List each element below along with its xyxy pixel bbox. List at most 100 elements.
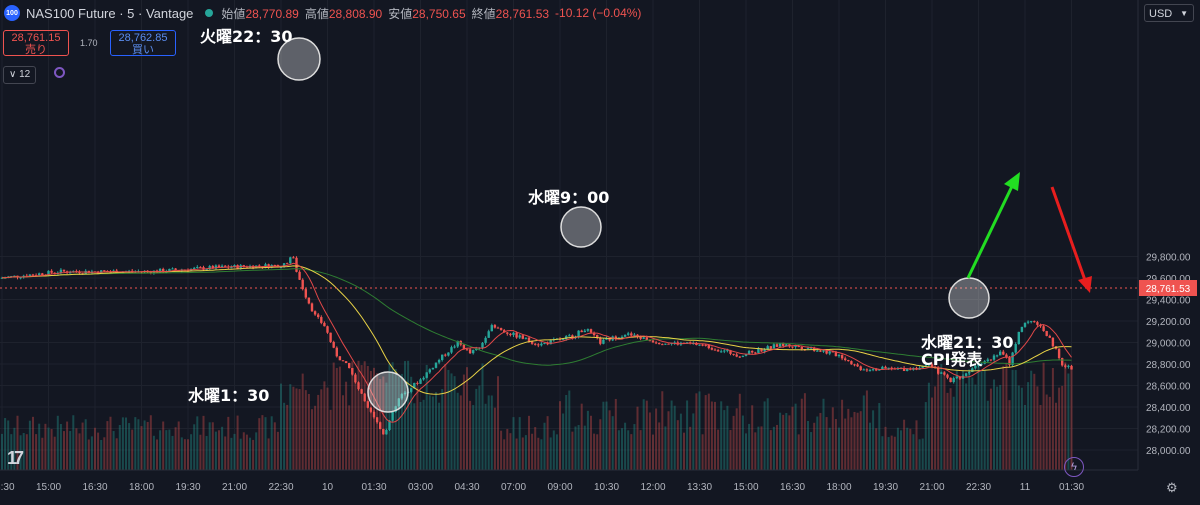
buy-button[interactable]: 28,762.85 買い (110, 30, 176, 56)
volume-bar (537, 437, 540, 470)
volume-bar (766, 398, 769, 470)
sell-button[interactable]: 28,761.15 売り (3, 30, 69, 56)
annotation-wed-0900: 水曜9：00 (528, 188, 609, 207)
settings-gear-icon[interactable]: ⚙ (1166, 480, 1178, 495)
candle-body (521, 335, 524, 339)
candle-body (887, 367, 890, 369)
volume-bar (559, 401, 561, 470)
volume-bar (41, 437, 44, 470)
volume-bar (351, 361, 354, 470)
volume-bar (940, 364, 943, 470)
candle-body (602, 339, 605, 344)
highlight-circle (367, 371, 409, 413)
volume-bar (993, 379, 995, 470)
volume-bar (676, 420, 679, 470)
price-tick-label: 28,800.00 (1146, 360, 1191, 371)
candle-body (834, 351, 838, 357)
candle-body (989, 359, 993, 361)
candle-body (534, 343, 537, 345)
candle-body (78, 271, 81, 274)
volume-bar (816, 416, 819, 470)
candle-body (853, 364, 856, 366)
volume-bar (214, 431, 217, 470)
volume-bar (1008, 400, 1011, 470)
candle-body (964, 373, 968, 376)
volume-bar (710, 401, 713, 470)
candle-body (69, 272, 72, 274)
volume-bar (258, 418, 261, 470)
symbol-title[interactable]: NAS100 Future · 5 · Vantage (26, 5, 194, 21)
volume-bar (565, 394, 568, 470)
volume-bar (50, 429, 53, 470)
tradingview-logo-icon[interactable]: 17 (7, 448, 24, 468)
volume-bar (890, 435, 893, 470)
volume-bar (425, 364, 428, 470)
volume-bar (707, 393, 710, 470)
volume-bar (586, 410, 589, 470)
volume-bar (1055, 402, 1057, 470)
volume-bar (847, 408, 850, 470)
indicators-toggle[interactable]: ∨ 12 (3, 66, 37, 84)
volume-bar (698, 391, 701, 470)
volume-bar (1027, 382, 1030, 470)
volume-bar (884, 426, 887, 470)
candle-body (13, 275, 16, 277)
volume-bar (825, 417, 828, 470)
volume-bar (106, 421, 109, 470)
volume-bar (168, 429, 171, 470)
volume-bar (366, 365, 369, 470)
volume-bar (252, 439, 255, 470)
volume-bar (435, 392, 437, 470)
red-arrow (1050, 186, 1088, 284)
symbol-logo-icon: 100 (4, 5, 20, 21)
volume-bar (32, 416, 34, 470)
candle-body (475, 348, 478, 351)
volume-bar (363, 361, 366, 470)
candle-body (174, 268, 177, 271)
volume-bar (397, 376, 400, 470)
candle-body (357, 382, 360, 390)
price-tick-label: 28,400.00 (1146, 403, 1191, 414)
volume-bar (22, 432, 25, 470)
volume-bar (481, 363, 484, 470)
ma-fast-line (2, 262, 1072, 423)
volume-bar (335, 367, 338, 470)
volume-bar (652, 434, 654, 470)
volume-bars (1, 360, 1073, 470)
volume-bar (583, 425, 586, 470)
time-tick-label: 16:30 (82, 482, 107, 493)
volume-bar (1051, 368, 1054, 470)
volume-bar (456, 392, 459, 470)
candle-body (453, 346, 456, 348)
currency-select[interactable]: USD ▼ (1144, 4, 1194, 22)
volume-bar (655, 408, 658, 470)
candle-body (332, 341, 335, 348)
volume-bar (593, 433, 596, 470)
lightning-icon[interactable]: ϟ (1064, 457, 1084, 477)
volume-bar (1024, 404, 1026, 470)
volume-bar (1020, 387, 1023, 470)
candle-body (806, 348, 810, 350)
volume-bar (828, 427, 831, 470)
candle-body (363, 393, 366, 402)
volume-bar (388, 363, 391, 470)
volume-bar (245, 434, 248, 470)
sell-price: 28,761.15 (11, 32, 61, 44)
chevron-down-icon: ▼ (1180, 9, 1188, 18)
volume-bar (218, 430, 220, 470)
red-arrow-head (1078, 276, 1092, 293)
candle-body (385, 429, 388, 435)
volume-bar (531, 433, 534, 470)
candle-body (772, 344, 776, 349)
candle-body (413, 382, 416, 389)
candle-body (871, 369, 875, 371)
time-tick-label: 21:00 (919, 482, 944, 493)
volume-bar (794, 403, 797, 470)
price-tick-label: 29,400.00 (1146, 296, 1191, 307)
candle-body (1033, 321, 1036, 323)
volume-bar (521, 437, 524, 470)
loading-icon[interactable] (54, 67, 65, 78)
price-tick-label: 29,200.00 (1146, 317, 1191, 328)
volume-bar (518, 417, 521, 470)
